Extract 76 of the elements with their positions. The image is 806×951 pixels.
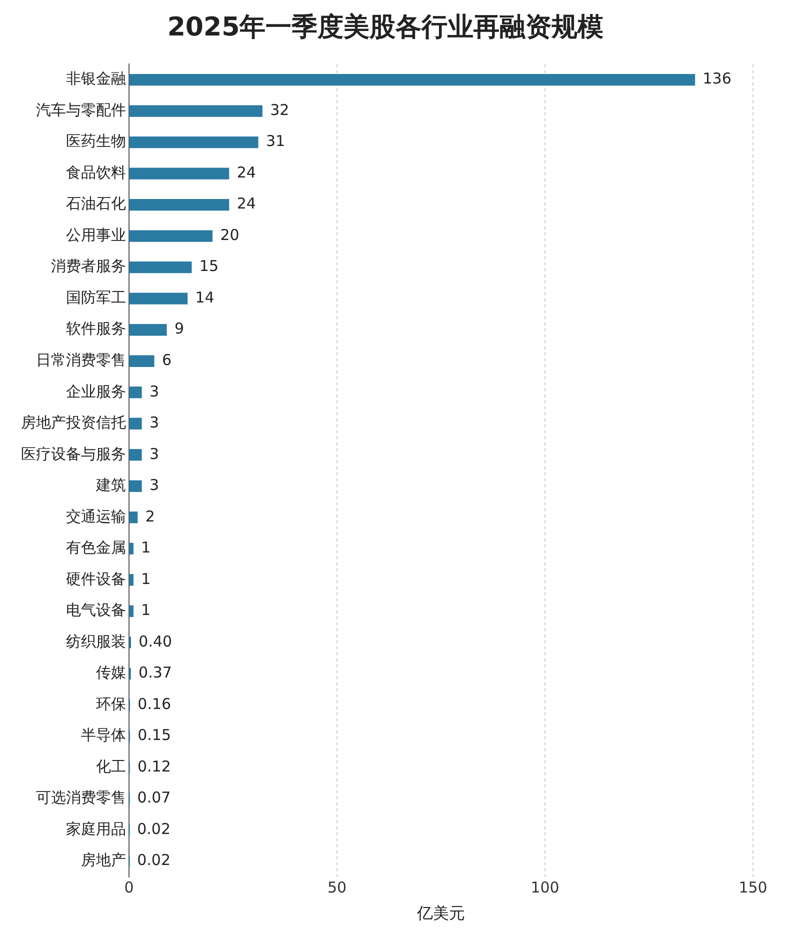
data-label: 1 bbox=[141, 538, 151, 557]
bar bbox=[129, 262, 192, 274]
data-label: 3 bbox=[149, 476, 160, 494]
data-label: 6 bbox=[162, 351, 172, 369]
y-tick-label: 医疗设备与服务 bbox=[21, 444, 126, 463]
y-tick-label: 日常消费零售 bbox=[36, 351, 126, 369]
y-tick-label: 软件服务 bbox=[66, 320, 126, 338]
data-label: 9 bbox=[174, 320, 184, 338]
y-tick-label: 电气设备 bbox=[66, 601, 126, 620]
data-label: 0.07 bbox=[137, 788, 171, 807]
data-label: 24 bbox=[236, 194, 256, 213]
bar bbox=[129, 230, 213, 242]
y-tick-label: 环保 bbox=[96, 694, 126, 713]
y-tick-label: 消费者服务 bbox=[51, 257, 126, 276]
y-tick-label: 食品饮料 bbox=[66, 163, 126, 182]
y-tick-label: 纺织服装 bbox=[66, 632, 126, 650]
data-label: 0.15 bbox=[138, 726, 172, 744]
bar bbox=[129, 324, 167, 336]
bar bbox=[129, 168, 230, 180]
data-label: 3 bbox=[149, 382, 160, 400]
bar bbox=[129, 74, 696, 86]
bar bbox=[129, 512, 138, 524]
y-tick-label: 可选消费零售 bbox=[36, 788, 126, 807]
y-tick-label: 房地产投资信托 bbox=[21, 414, 126, 432]
bar bbox=[129, 418, 142, 430]
y-tick-label: 化工 bbox=[96, 757, 126, 776]
data-label: 3 bbox=[149, 414, 160, 432]
data-label: 1 bbox=[141, 601, 151, 620]
data-label: 0.12 bbox=[138, 757, 171, 776]
data-label: 1 bbox=[141, 570, 151, 588]
y-tick-label: 半导体 bbox=[81, 726, 126, 744]
chart-title: 2025年一季度美股各行业再融资规模 bbox=[167, 12, 604, 42]
bar bbox=[129, 574, 134, 586]
y-tick-label: 公用事业 bbox=[66, 226, 126, 244]
bar bbox=[129, 105, 262, 117]
y-tick-label: 企业服务 bbox=[66, 382, 126, 400]
x-tick-label: 150 bbox=[738, 878, 768, 897]
data-label: 0.02 bbox=[137, 820, 170, 838]
data-label: 15 bbox=[199, 257, 218, 276]
data-label: 0.40 bbox=[138, 632, 172, 650]
x-tick-label: 0 bbox=[124, 878, 134, 897]
data-label: 20 bbox=[220, 226, 240, 244]
y-tick-label: 建筑 bbox=[95, 476, 126, 494]
bar bbox=[129, 480, 142, 492]
data-label: 2 bbox=[145, 507, 155, 526]
y-tick-label: 有色金属 bbox=[66, 538, 126, 557]
bar bbox=[129, 386, 142, 398]
y-tick-label: 家庭用品 bbox=[66, 820, 126, 838]
data-label: 0.37 bbox=[138, 664, 172, 682]
data-label: 31 bbox=[266, 132, 286, 150]
y-tick-label: 硬件设备 bbox=[66, 570, 126, 588]
data-label: 24 bbox=[236, 163, 256, 182]
y-tick-label: 交通运输 bbox=[66, 507, 126, 526]
bar bbox=[129, 449, 142, 461]
x-axis-title: 亿美元 bbox=[416, 904, 465, 923]
bar bbox=[129, 542, 134, 554]
data-label: 136 bbox=[702, 70, 732, 88]
x-tick-label: 100 bbox=[530, 878, 560, 897]
y-tick-label: 汽车与零配件 bbox=[36, 100, 126, 119]
y-tick-label: 传媒 bbox=[96, 664, 126, 682]
data-label: 0.02 bbox=[137, 851, 170, 870]
data-label: 32 bbox=[270, 100, 290, 119]
y-tick-label: 石油石化 bbox=[66, 194, 126, 213]
y-tick-label: 房地产 bbox=[81, 851, 126, 870]
y-tick-label: 国防军工 bbox=[66, 288, 126, 306]
data-label: 14 bbox=[195, 288, 214, 306]
bar bbox=[129, 605, 134, 617]
data-label: 3 bbox=[149, 444, 160, 463]
y-tick-label: 非银金融 bbox=[66, 70, 126, 88]
bar bbox=[129, 136, 258, 148]
data-label: 0.16 bbox=[138, 694, 172, 713]
x-tick-label: 50 bbox=[327, 878, 347, 897]
bar bbox=[129, 199, 230, 211]
bar bbox=[129, 355, 154, 367]
bar bbox=[129, 292, 188, 304]
y-tick-label: 医药生物 bbox=[66, 132, 126, 150]
